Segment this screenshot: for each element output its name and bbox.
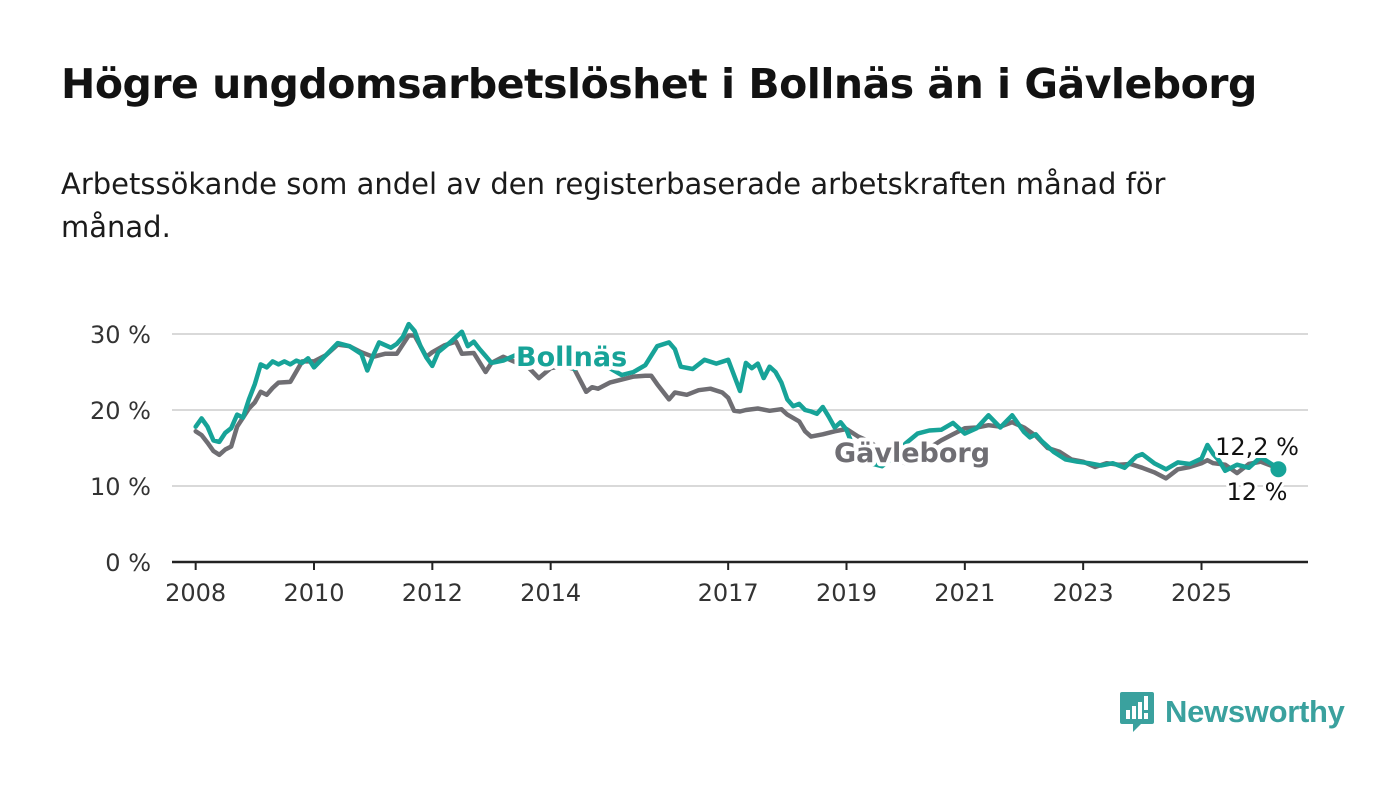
- y-tick-label: 10 %: [90, 473, 151, 501]
- x-axis: 2008 2010 2012 2014 2017 2019 2021 2023 2025: [165, 562, 1232, 607]
- y-tick-label: 0 %: [105, 549, 151, 577]
- x-tick-label: 2008: [165, 579, 226, 607]
- series-name-label-gavleborg: Gävleborg: [834, 438, 990, 469]
- y-tick-label: 20 %: [90, 397, 151, 425]
- x-tick-label: 2021: [934, 579, 995, 607]
- x-tick-label: 2025: [1171, 579, 1232, 607]
- x-tick-label: 2019: [816, 579, 877, 607]
- chart-series: [193, 321, 1287, 481]
- x-tick-label: 2017: [698, 579, 759, 607]
- x-tick-label: 2012: [402, 579, 463, 607]
- x-tick-label: 2010: [283, 579, 344, 607]
- chart-gridlines: [172, 333, 1308, 564]
- x-tick-label: 2023: [1053, 579, 1114, 607]
- series-end-point-bollnas: [1270, 461, 1287, 478]
- chart-title: Högre ungdomsarbetslöshet i Bollnäs än i…: [61, 60, 1257, 108]
- chart-subtitle: Arbetssökande som andel av den registerb…: [61, 167, 1166, 244]
- newsworthy-logo[interactable]: Newsworthy: [1119, 690, 1345, 734]
- series-line-bollnas: [193, 321, 1281, 474]
- end-value-label-gavleborg: 12 %: [1227, 478, 1288, 506]
- y-axis: 0 % 10 % 20 % 30 %: [90, 321, 151, 577]
- series-name-label-bollnas: Bollnäs: [516, 342, 627, 373]
- newsworthy-logo-icon: [1120, 692, 1154, 732]
- newsworthy-brand-name: Newsworthy: [1165, 694, 1345, 729]
- y-tick-label: 30 %: [90, 321, 151, 349]
- end-value-label-bollnas: 12,2 %: [1215, 433, 1299, 461]
- series-line-gavleborg: [193, 333, 1281, 481]
- chart-series-labels: Bollnäs Gävleborg 12,2 % 12 %: [512, 338, 1302, 509]
- x-tick-label: 2014: [520, 579, 581, 607]
